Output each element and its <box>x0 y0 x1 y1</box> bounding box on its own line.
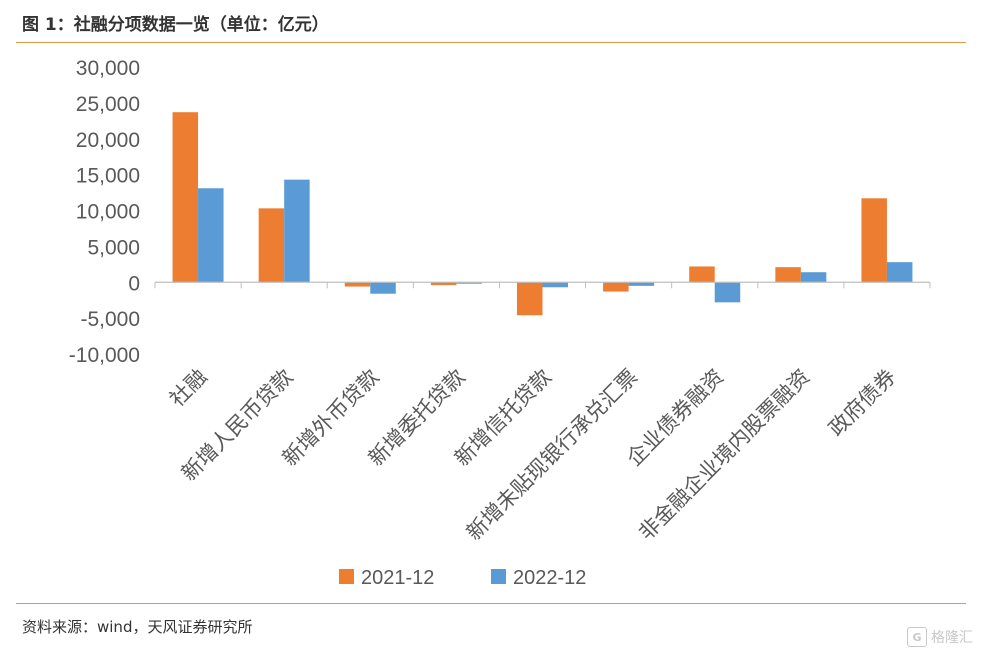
bar-2022-12 <box>542 282 568 288</box>
bar-2021-12 <box>689 266 715 283</box>
bar-2021-12 <box>430 282 457 286</box>
bar-2022-12 <box>886 262 913 283</box>
bar-2022-12 <box>370 282 396 294</box>
bar-2022-12 <box>456 282 482 284</box>
watermark-text: 格隆汇 <box>931 630 973 646</box>
bar-chart: 30,000 25,000 20,000 15,000 10,000 5,000 0 -5,0… <box>69 57 931 589</box>
category-label: 非金融企业境内股票融资 <box>634 365 814 545</box>
bar-2021-12 <box>861 198 887 283</box>
y-tick-label: 5,000 <box>87 236 140 259</box>
bar-2021-12 <box>258 208 285 283</box>
source-note: 资料来源：wind，天风证券研究所 <box>22 618 253 636</box>
bar-2022-12 <box>628 282 655 286</box>
y-tick-label: 0 <box>128 272 140 295</box>
y-tick-label: 30,000 <box>76 57 140 80</box>
legend-label: 2021-12 <box>361 567 434 589</box>
legend-label: 2022-12 <box>513 567 586 589</box>
y-tick-label: 25,000 <box>76 93 140 116</box>
bar-2022-12 <box>800 272 827 283</box>
bottom-divider <box>16 603 966 604</box>
bar-2021-12 <box>775 267 801 283</box>
bar-2022-12 <box>198 188 224 283</box>
chart-title: 图 1：社融分项数据一览（单位：亿元） <box>22 15 329 35</box>
y-tick-label: 20,000 <box>76 129 140 152</box>
bar-2022-12 <box>714 282 741 303</box>
watermark: G 格隆汇 <box>907 627 973 647</box>
bar-2021-12 <box>344 282 371 287</box>
legend-swatch-2021-12 <box>339 569 354 584</box>
bar-2021-12 <box>603 282 629 292</box>
category-label: 政府债券 <box>824 365 900 441</box>
legend-swatch-2022-12 <box>491 569 506 584</box>
bar-2022-12 <box>284 179 310 283</box>
y-tick-label: 15,000 <box>76 165 140 188</box>
top-divider <box>16 42 966 43</box>
y-tick-label: -10,000 <box>69 344 140 367</box>
y-tick-label: 10,000 <box>76 201 140 224</box>
category-label: 社融 <box>165 365 212 412</box>
bar-2021-12 <box>172 112 199 283</box>
category-label: 新增未贴现银行承兑汇票 <box>462 365 642 545</box>
y-tick-label: -5,000 <box>80 308 140 331</box>
gelonghui-logo-icon: G <box>907 627 927 647</box>
bar-2021-12 <box>517 282 543 316</box>
